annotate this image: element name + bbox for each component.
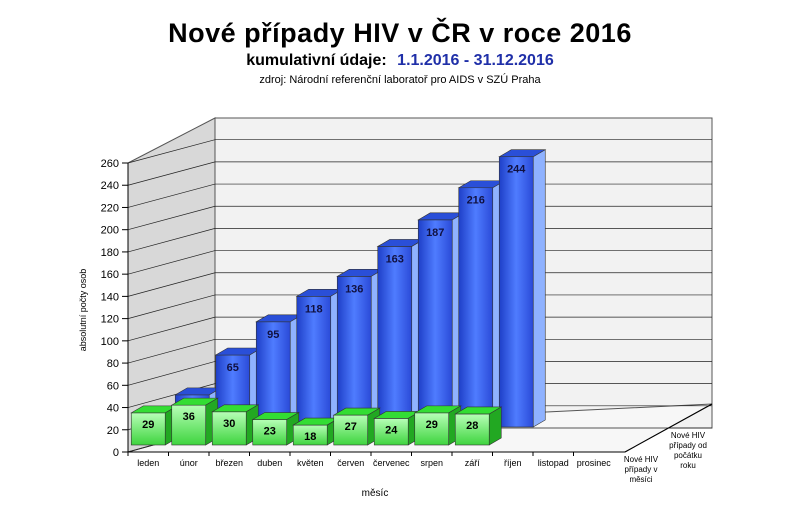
bar-monthly	[413, 405, 462, 446]
gridline	[127, 250, 712, 275]
bar-monthly	[454, 406, 503, 446]
data-label-cumulative: 244	[507, 164, 526, 176]
x-tick-label: leden	[137, 458, 159, 468]
bar-monthly-front	[454, 413, 490, 446]
subtitle-dates: 1.1.2016 - 31.12.2016	[397, 52, 554, 69]
bar-cumulative	[417, 212, 466, 428]
gridline	[127, 139, 712, 164]
x-tick-label: únor	[180, 458, 198, 468]
y-tick-label: 240	[101, 180, 119, 192]
x-tick-label: červen	[337, 458, 364, 468]
x-tick-label: duben	[257, 458, 282, 468]
data-label-monthly: 29	[142, 419, 154, 431]
bar-monthly-front	[333, 414, 369, 446]
bar-cumulative-front	[498, 156, 534, 428]
bar-monthly-front	[414, 412, 450, 446]
data-label-cumulative: 187	[426, 227, 444, 239]
x-tick-label: březen	[215, 458, 243, 468]
y-tick-label: 0	[113, 447, 119, 459]
y-tick-label: 180	[101, 247, 119, 259]
bar-monthly-front	[373, 418, 409, 446]
bar-monthly	[373, 410, 422, 446]
data-label-monthly: 28	[466, 420, 478, 432]
bar-cumulative	[295, 288, 344, 428]
bar-cumulative-front	[336, 276, 372, 428]
x-tick-label: červenec	[373, 458, 410, 468]
chart-subtitle: kumulativní údaje: 1.1.2016 - 31.12.2016	[0, 52, 800, 70]
y-tick-label: 20	[107, 425, 119, 437]
data-label-monthly: 29	[426, 419, 438, 431]
y-axis-title: absolutní počty osob	[78, 269, 88, 352]
gridline	[127, 361, 712, 386]
chart-title: Nové případy HIV v ČR v roce 2016	[168, 18, 632, 48]
gridline	[127, 338, 712, 364]
data-label-cumulative: 65	[227, 362, 239, 374]
data-label-cumulative: 95	[267, 329, 279, 341]
gridline	[127, 294, 712, 319]
x-axis-title: měsíc	[362, 488, 389, 499]
x-tick-label: listopad	[538, 458, 569, 468]
data-label-monthly: 36	[183, 411, 195, 423]
x-tick-label: prosinec	[577, 458, 612, 468]
data-label-monthly: 23	[264, 426, 276, 438]
y-tick-label: 80	[107, 358, 119, 370]
y-tick-label: 120	[101, 314, 119, 326]
subtitle-label: kumulativní údaje:	[246, 52, 387, 69]
data-label-monthly: 24	[385, 424, 398, 436]
chart-source: zdroj: Národní referenční laboratoř pro …	[259, 74, 541, 86]
bar-monthly	[211, 404, 260, 446]
y-tick-label: 60	[107, 380, 119, 392]
x-tick-label: říjen	[504, 458, 522, 468]
bar-cumulative	[376, 238, 425, 428]
y-tick-label: 260	[101, 158, 119, 170]
data-label-monthly: 18	[304, 431, 316, 443]
y-tick-label: 40	[107, 403, 119, 415]
gridline	[127, 383, 712, 408]
y-tick-label: 220	[101, 202, 119, 214]
bar-cumulative-front	[296, 295, 332, 428]
data-label-monthly: 27	[345, 421, 357, 433]
data-label-cumulative: 216	[467, 195, 485, 207]
data-label-cumulative: 163	[386, 253, 404, 265]
bar-monthly-side	[488, 406, 502, 446]
series-label-cumulative: Nové HIV případy od počátku roku	[669, 431, 707, 470]
gridline	[127, 228, 712, 253]
y-tick-label: 160	[101, 269, 119, 281]
bar-cumulative	[498, 149, 547, 428]
bar-cumulative-side	[532, 149, 546, 428]
bar-cumulative-front	[458, 187, 494, 428]
depth-axis	[624, 403, 713, 453]
x-tick-label: srpen	[420, 458, 443, 468]
bar-cumulative-front	[417, 219, 453, 428]
bar-cumulative-front	[255, 321, 291, 428]
gridline	[127, 183, 712, 208]
gridline	[127, 272, 712, 297]
gridline	[127, 316, 712, 342]
y-tick-label: 100	[101, 336, 119, 348]
y-tick-label: 200	[101, 225, 119, 237]
bar-monthly	[251, 412, 300, 446]
x-tick-label: září	[465, 458, 481, 468]
gridline	[127, 205, 712, 231]
y-tick-label: 140	[101, 291, 119, 303]
x-tick-label: květen	[297, 458, 324, 468]
series-label-monthly: Nové HIV případy v měsíci	[624, 455, 659, 484]
gridline	[127, 161, 712, 186]
bar-cumulative	[457, 180, 506, 428]
data-label-cumulative: 136	[345, 283, 363, 295]
data-label-monthly: 30	[223, 418, 235, 430]
data-label-cumulative: 118	[305, 303, 323, 315]
bar-monthly-front	[211, 411, 247, 446]
bar-cumulative-front	[377, 246, 413, 428]
